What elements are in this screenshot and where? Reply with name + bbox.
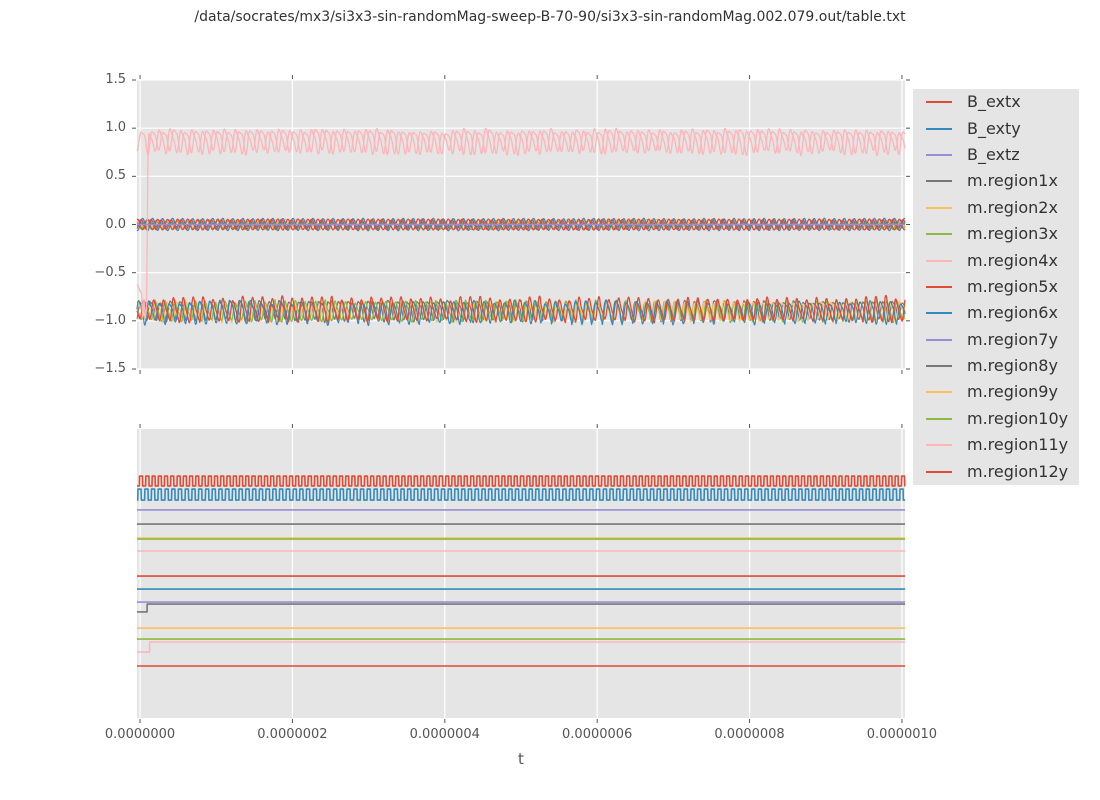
legend-label: B_extz — [967, 144, 1020, 164]
legend-label: m.region1x — [967, 171, 1058, 191]
x-tick-label: 0.0000004 — [409, 727, 480, 742]
legend-entry: m.region10y — [913, 406, 1079, 432]
legend-line-sample — [926, 153, 952, 156]
x-tick-label: 0.0000002 — [257, 727, 328, 742]
legend-entry: m.region3x — [913, 221, 1079, 247]
y-tick-label: 0.5 — [105, 168, 126, 184]
x-tick-label: 0.0000008 — [714, 727, 785, 742]
series-m.region11y — [136, 132, 150, 319]
legend-entry: m.region11y — [913, 432, 1079, 458]
legend-line-sample — [926, 444, 952, 447]
legend-line-sample — [926, 206, 952, 209]
series-m.region3x — [136, 299, 906, 324]
series-m.region11y — [148, 127, 906, 156]
legend-label: m.region12y — [967, 461, 1069, 481]
legend-line-sample — [926, 312, 952, 315]
legend-line-sample — [926, 259, 952, 262]
legend-label: m.region7y — [967, 329, 1058, 349]
series-m.region8y — [137, 603, 905, 613]
legend-label: m.region2x — [967, 197, 1058, 217]
y-tick-label: 0.0 — [105, 216, 126, 232]
y-tick-labels: 1.5 1.0 0.5 0.0 −0.5 −1.0 −1.5 — [0, 73, 130, 376]
series-B_exty — [136, 488, 906, 501]
legend-label: m.region10y — [967, 408, 1069, 428]
legend-line-sample — [926, 338, 952, 341]
y-tick-label: −1.0 — [94, 312, 126, 328]
legend-line-sample — [926, 233, 952, 236]
legend-label: m.region8y — [967, 356, 1058, 376]
series-B_extx — [136, 475, 906, 487]
x-tick-label: 0.0000000 — [104, 727, 176, 742]
y-tick-label: −0.5 — [94, 264, 126, 280]
legend-entry: m.region12y — [913, 458, 1079, 484]
legend-line-sample — [926, 180, 952, 183]
legend-entry: m.region5x — [913, 274, 1079, 300]
legend-line-sample — [926, 101, 952, 104]
x-tick-label: 0.0000006 — [562, 727, 633, 742]
top-axes — [132, 75, 910, 374]
legend-label: m.region4x — [967, 250, 1058, 270]
series-m.region6x — [136, 299, 906, 327]
y-tick-label: 1.5 — [105, 72, 126, 87]
x-tick-labels: 0.0000000 0.0000002 0.0000004 0.0000006 0.00… — [105, 727, 937, 745]
legend-line-sample — [926, 285, 952, 288]
legend-line-sample — [926, 417, 952, 420]
legend-label: B_exty — [967, 118, 1021, 138]
legend-label: m.region3x — [967, 224, 1058, 244]
series-m.region5x — [136, 294, 906, 324]
legend-line-sample — [926, 127, 952, 130]
legend-line-sample — [926, 470, 952, 473]
legend-label: m.region5x — [967, 276, 1058, 296]
legend-line-sample — [926, 391, 952, 394]
bottom-axes — [136, 424, 906, 723]
x-axis-label: t — [518, 750, 524, 768]
legend-entry: m.region7y — [913, 327, 1079, 353]
legend-entry: m.region1x — [913, 168, 1079, 194]
legend-entry: B_extx — [913, 89, 1079, 115]
figure-title: /data/socrates/mx3/si3x3-sin-randomMag-s… — [194, 9, 906, 25]
legend-line-sample — [926, 365, 952, 368]
legend: B_extx B_exty B_extz m.region1x m.region2x m.… — [913, 89, 1079, 485]
legend-entry: m.region4x — [913, 247, 1079, 273]
legend-entry: B_extz — [913, 142, 1079, 168]
legend-entry: m.region2x — [913, 195, 1079, 221]
series-m.region12y — [136, 218, 906, 231]
legend-entry: B_exty — [913, 115, 1079, 141]
legend-entry: m.region6x — [913, 300, 1079, 326]
x-tick-label: 0.0000010 — [866, 727, 938, 742]
y-tick-label: 1.0 — [105, 120, 126, 136]
legend-entry: m.region9y — [913, 379, 1079, 405]
series-m.region11y — [137, 641, 905, 653]
legend-entry: m.region8y — [913, 353, 1079, 379]
bottom-plot-canvas — [136, 424, 906, 723]
legend-label: m.region11y — [967, 435, 1069, 455]
legend-label: m.region9y — [967, 382, 1058, 402]
top-plot-canvas — [132, 75, 910, 374]
series-m.region2x — [136, 300, 906, 324]
legend-label: B_extx — [967, 92, 1021, 112]
y-tick-label: −1.5 — [94, 361, 126, 376]
legend-label: m.region6x — [967, 303, 1058, 323]
